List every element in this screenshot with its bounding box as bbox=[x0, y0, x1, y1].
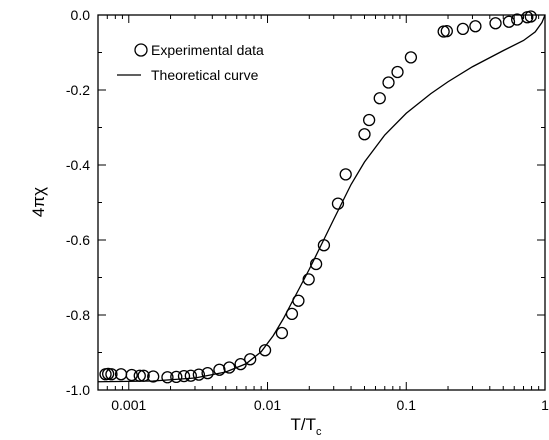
y-tick-label: -0.6 bbox=[66, 232, 90, 248]
x-tick-label: 1 bbox=[541, 397, 549, 413]
experimental-point bbox=[317, 239, 331, 252]
x-axis-title-main: T/T bbox=[291, 415, 317, 434]
experimental-point bbox=[244, 353, 257, 366]
y-tick-label: -0.4 bbox=[66, 157, 90, 173]
experimental-point bbox=[258, 344, 272, 357]
experimental-point bbox=[524, 10, 537, 23]
x-tick-label: 0.1 bbox=[397, 397, 417, 413]
experimental-point bbox=[105, 368, 118, 381]
experimental-point bbox=[489, 17, 502, 30]
experimental-points-group bbox=[99, 10, 537, 384]
experimental-point bbox=[362, 113, 376, 127]
experimental-point bbox=[137, 369, 150, 382]
experimental-point bbox=[456, 22, 470, 36]
x-axis-title: T/Tc bbox=[291, 415, 323, 438]
x-tick-label: 0.01 bbox=[254, 397, 281, 413]
y-tick-label: 0.0 bbox=[71, 7, 91, 23]
y-tick-label: -1.0 bbox=[66, 382, 90, 398]
experimental-point bbox=[404, 51, 418, 64]
tick-labels: 0.001 0.01 0.1 1 0.0 -0.2 -0.4 -0.6 -0.8 -1.0 bbox=[66, 7, 549, 413]
legend: Experimental data Theoretical curve bbox=[117, 42, 264, 83]
experimental-point bbox=[391, 65, 404, 79]
experimental-point bbox=[309, 257, 323, 271]
experimental-point bbox=[358, 128, 371, 141]
experimental-point bbox=[331, 197, 345, 210]
experimental-point bbox=[382, 76, 395, 89]
y-tick-label: -0.2 bbox=[66, 82, 90, 98]
experimental-point bbox=[285, 307, 299, 321]
legend-marker-circle bbox=[134, 43, 148, 57]
experimental-point bbox=[275, 326, 289, 340]
experimental-point bbox=[339, 168, 352, 181]
experimental-point bbox=[192, 368, 206, 381]
x-axis-title-subscript: c bbox=[316, 426, 322, 438]
experimental-point bbox=[440, 24, 453, 38]
experimental-point bbox=[201, 366, 214, 380]
legend-label-theoretical: Theoretical curve bbox=[151, 67, 259, 83]
y-axis-title: 4πχ bbox=[29, 187, 48, 217]
experimental-point bbox=[292, 294, 305, 307]
experimental-point bbox=[161, 371, 174, 384]
x-tick-label: 0.001 bbox=[111, 397, 146, 413]
experimental-point bbox=[125, 368, 138, 382]
experimental-point bbox=[302, 273, 315, 286]
experimental-point bbox=[373, 92, 386, 105]
experimental-point bbox=[469, 20, 482, 33]
y-tick-label: -0.8 bbox=[66, 307, 90, 323]
experimental-point bbox=[177, 369, 191, 383]
axis-ticks bbox=[97, 14, 546, 391]
experimental-point bbox=[223, 361, 236, 374]
experimental-point bbox=[184, 369, 197, 382]
experimental-point bbox=[133, 369, 146, 382]
legend-label-experimental: Experimental data bbox=[151, 42, 264, 58]
experimental-point bbox=[170, 370, 183, 384]
experimental-point bbox=[234, 357, 247, 371]
experimental-point bbox=[147, 370, 160, 383]
experimental-point bbox=[502, 15, 516, 28]
